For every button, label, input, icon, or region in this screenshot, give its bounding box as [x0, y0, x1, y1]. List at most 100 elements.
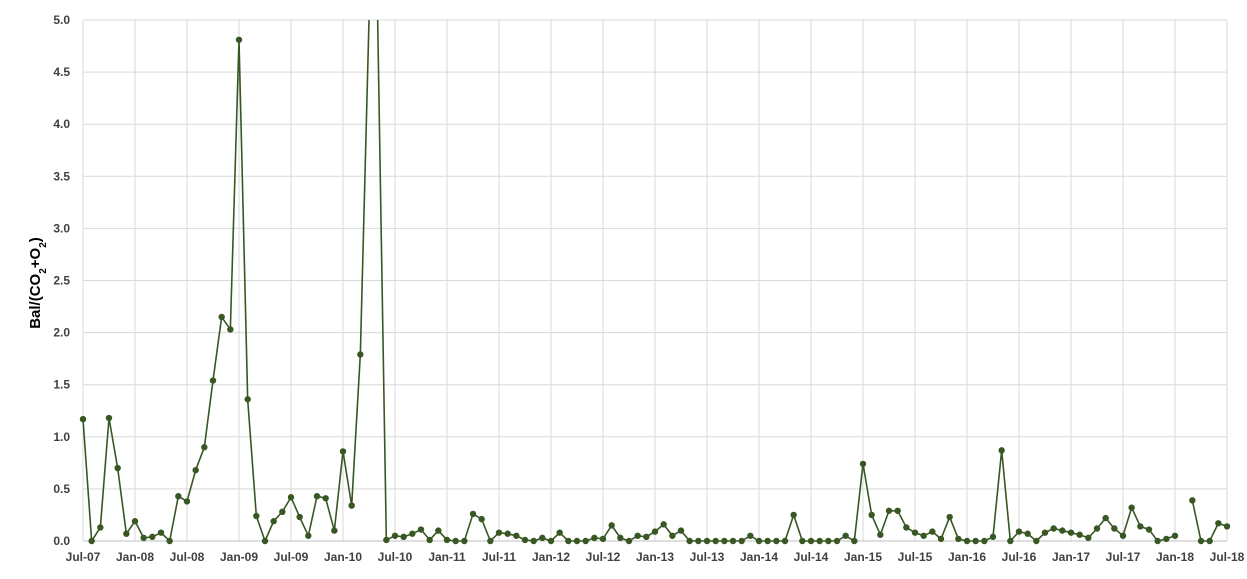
data-point: [885, 507, 893, 514]
data-point: [1223, 523, 1231, 530]
data-point: [599, 535, 607, 543]
data-point: [799, 537, 806, 545]
data-point: [911, 529, 919, 536]
data-point: [469, 510, 477, 518]
data-point: [331, 527, 338, 534]
data-point: [747, 532, 754, 539]
y-tick-label: 2.5: [53, 274, 70, 288]
y-tick-label: 5.0: [53, 13, 70, 27]
data-point: [790, 511, 797, 519]
y-tick-label: 0.0: [53, 534, 70, 548]
data-point: [1033, 537, 1040, 545]
data-point: [201, 444, 208, 451]
data-point: [946, 513, 953, 521]
data-point: [1050, 525, 1057, 532]
data-point: [140, 534, 147, 542]
data-point: [409, 530, 416, 537]
data-point: [305, 532, 312, 539]
data-point: [833, 537, 841, 545]
y-tick-label: 3.5: [53, 169, 70, 183]
x-tick-label: Jul-14: [794, 550, 829, 564]
data-point: [547, 537, 555, 545]
x-tick-label: Jan-14: [740, 550, 778, 564]
data-point: [816, 537, 823, 545]
data-point: [781, 537, 789, 545]
data-point: [417, 526, 425, 533]
data-point: [582, 537, 589, 545]
data-point: [175, 492, 182, 500]
data-point: [313, 492, 321, 500]
data-point: [513, 532, 520, 539]
data-point: [972, 537, 979, 545]
data-point: [721, 537, 728, 545]
data-point: [131, 518, 139, 525]
x-tick-label: Jul-12: [586, 550, 621, 564]
data-point: [729, 537, 737, 545]
x-tick-label: Jul-08: [170, 550, 205, 564]
data-point: [348, 502, 355, 509]
data-point: [617, 534, 624, 542]
x-tick-label: Jan-12: [532, 550, 570, 564]
data-point: [556, 529, 563, 536]
x-tick-label: Jul-17: [1106, 550, 1141, 564]
data-point: [591, 534, 598, 542]
data-point: [478, 515, 485, 523]
data-point: [400, 533, 407, 541]
data-point: [1102, 514, 1109, 522]
data-point: [1007, 537, 1014, 545]
data-point: [123, 530, 130, 537]
data-point: [88, 537, 95, 545]
data-point: [1059, 527, 1066, 534]
data-point: [539, 534, 546, 542]
data-point: [1085, 534, 1092, 542]
data-point: [209, 377, 217, 384]
data-point: [357, 351, 364, 358]
data-point: [1206, 537, 1213, 545]
x-tick-label: Jan-09: [220, 550, 258, 564]
data-point: [764, 537, 771, 545]
data-point: [97, 524, 104, 531]
data-point: [859, 460, 867, 468]
data-point: [279, 508, 286, 516]
data-point: [1111, 525, 1118, 532]
data-point: [738, 537, 745, 545]
data-point: [937, 535, 945, 543]
data-point: [530, 537, 537, 545]
y-tick-label: 0.5: [53, 482, 70, 496]
data-point: [218, 313, 225, 321]
data-point: [192, 466, 199, 474]
data-point: [149, 533, 156, 541]
data-point: [270, 518, 277, 525]
x-tick-label: Jan-18: [1156, 550, 1194, 564]
grid: [82, 19, 1228, 542]
data-point: [634, 532, 641, 539]
data-point: [695, 537, 702, 545]
series: [79, 19, 1231, 545]
data-point: [495, 529, 503, 536]
x-tick-label: Jan-16: [948, 550, 986, 564]
y-tick-label: 4.5: [53, 65, 70, 79]
data-point: [903, 524, 910, 531]
data-point: [296, 513, 303, 521]
data-point: [807, 537, 815, 545]
data-point: [1093, 525, 1101, 532]
data-point: [391, 532, 399, 539]
data-point: [1163, 535, 1170, 543]
data-point: [842, 532, 849, 539]
x-tick-label: Jan-11: [428, 550, 466, 564]
data-point: [651, 528, 659, 535]
data-point: [608, 522, 615, 529]
data-point: [712, 537, 719, 545]
x-tick-label: Jul-07: [66, 550, 101, 564]
x-tick-label: Jul-18: [1210, 550, 1245, 564]
x-tick-label: Jul-16: [1002, 550, 1037, 564]
data-point: [1145, 526, 1153, 533]
data-point: [998, 447, 1005, 454]
data-point: [461, 537, 468, 545]
data-point: [955, 535, 962, 543]
data-point: [755, 537, 763, 545]
x-tick-label: Jul-10: [378, 550, 413, 564]
y-tick-label: 1.0: [53, 430, 70, 444]
data-point: [851, 537, 858, 545]
